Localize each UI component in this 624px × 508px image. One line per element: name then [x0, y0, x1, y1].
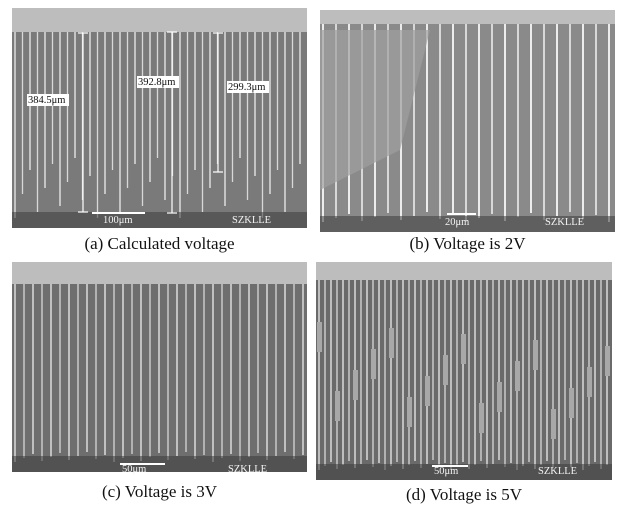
pore-texture: [335, 391, 340, 421]
sem-image: 50μm SZKLLE: [316, 262, 612, 480]
measure-label: 384.5μm: [28, 95, 65, 106]
pore-texture: [533, 340, 538, 370]
scale-label: 20μm: [445, 217, 469, 228]
pore-texture: [551, 409, 556, 439]
scale-label: 100μm: [103, 215, 133, 226]
watermark: SZKLLE: [228, 464, 267, 475]
pore-texture: [317, 322, 322, 352]
figure: 100μm SZKLLE (a) Calculated voltage 20μm SZK…: [0, 0, 624, 508]
pore-texture: [353, 370, 358, 400]
pore-texture: [407, 397, 412, 427]
pore-texture: [605, 346, 610, 376]
watermark: SZKLLE: [545, 217, 584, 228]
watermark: SZKLLE: [538, 466, 577, 477]
measure-label: 392.8μm: [138, 77, 175, 88]
caption: (a) Calculated voltage: [84, 234, 234, 253]
page: {"panels": [ {"caption": "(a) Calculated…: [0, 0, 624, 508]
measure-label: 299.3μm: [228, 82, 265, 93]
pore-texture: [371, 349, 376, 379]
pore-texture: [389, 328, 394, 358]
top-surface: [12, 262, 307, 284]
pore-texture: [479, 403, 484, 433]
watermark: SZKLLE: [232, 215, 271, 226]
sem-image: 20μm SZKLLE: [320, 10, 615, 232]
pore-texture: [425, 376, 430, 406]
sem-image: 50μm SZKLLE: [12, 262, 307, 475]
pore-texture: [497, 382, 502, 412]
pore-texture: [515, 361, 520, 391]
caption: (d) Voltage is 5V: [406, 485, 523, 504]
top-surface: [316, 262, 612, 280]
pore-texture: [443, 355, 448, 385]
top-surface: [320, 10, 615, 24]
scale-label: 50μm: [434, 466, 458, 477]
pore-texture: [587, 367, 592, 397]
caption: (b) Voltage is 2V: [409, 234, 526, 253]
caption: (c) Voltage is 3V: [102, 482, 218, 501]
sem-image: 100μm SZKLLE: [12, 8, 307, 228]
pore-texture: [461, 334, 466, 364]
scale-label: 50μm: [122, 464, 146, 475]
pore-texture: [569, 388, 574, 418]
top-surface: [12, 8, 307, 32]
